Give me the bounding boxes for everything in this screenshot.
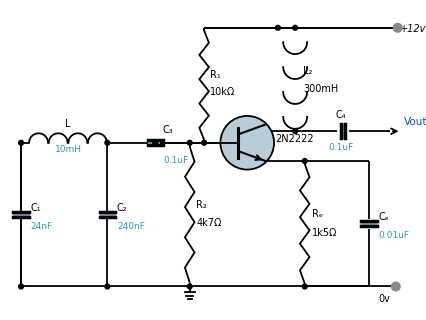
Text: L₂: L₂ — [302, 66, 311, 76]
Circle shape — [19, 140, 23, 145]
Circle shape — [292, 129, 297, 134]
Circle shape — [105, 284, 109, 289]
Text: R₁: R₁ — [209, 69, 220, 79]
Circle shape — [105, 140, 109, 145]
Text: Rₑ: Rₑ — [312, 209, 322, 219]
Bar — [13, 212, 29, 217]
Text: C₁: C₁ — [31, 203, 41, 213]
Circle shape — [220, 116, 273, 170]
Text: +12v: +12v — [399, 24, 425, 34]
Circle shape — [391, 282, 399, 291]
Text: 0.1uF: 0.1uF — [163, 156, 188, 165]
Text: Cₑ: Cₑ — [377, 212, 389, 222]
Text: 300mH: 300mH — [302, 84, 337, 94]
Text: 0.1uF: 0.1uF — [328, 143, 353, 152]
Text: 0.01uF: 0.01uF — [377, 231, 409, 240]
Circle shape — [153, 140, 157, 145]
Circle shape — [302, 284, 306, 289]
Text: 0v: 0v — [377, 294, 389, 304]
Text: 4k7Ω: 4k7Ω — [196, 219, 221, 228]
Text: 2N2222: 2N2222 — [274, 134, 313, 144]
Circle shape — [392, 23, 401, 32]
Circle shape — [187, 140, 192, 145]
Text: 10kΩ: 10kΩ — [209, 87, 235, 97]
Text: 240nF: 240nF — [117, 222, 144, 231]
Text: 24nF: 24nF — [31, 222, 53, 231]
Circle shape — [187, 284, 192, 289]
Bar — [99, 212, 115, 217]
Text: 10mH: 10mH — [55, 145, 81, 154]
Bar — [147, 140, 163, 145]
Text: R₂: R₂ — [196, 200, 207, 210]
Text: C₃: C₃ — [163, 125, 173, 135]
Text: L: L — [65, 119, 71, 129]
Text: 1k5Ω: 1k5Ω — [312, 228, 337, 237]
Circle shape — [302, 159, 306, 164]
Text: C₂: C₂ — [117, 203, 127, 213]
Bar — [340, 124, 345, 139]
Text: C₄: C₄ — [335, 110, 345, 120]
Circle shape — [275, 25, 279, 30]
Circle shape — [292, 25, 297, 30]
Circle shape — [201, 140, 206, 145]
Text: Vout: Vout — [403, 117, 426, 127]
Bar — [360, 221, 376, 226]
Circle shape — [19, 284, 23, 289]
